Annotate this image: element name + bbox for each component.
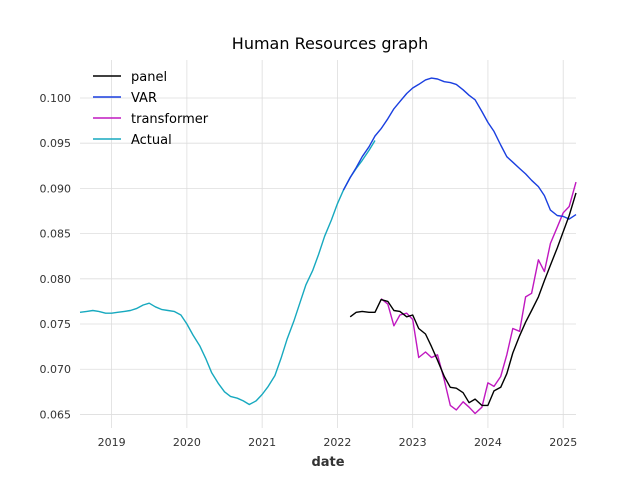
x-tick-label: 2025 [549,436,577,449]
x-tick-label: 2019 [98,436,126,449]
x-ticks: 2019 2020 2021 2022 2023 2024 2025 [98,436,578,449]
chart-title: Human Resources graph [232,34,428,53]
x-tick-label: 2024 [474,436,502,449]
series-lines [79,77,577,415]
y-tick-label: 0.070 [40,363,72,376]
x-tick-label: 2022 [323,436,351,449]
legend-label: VAR [131,91,157,106]
y-tick-label: 0.075 [40,318,72,331]
series-line-transformer [380,181,577,415]
y-tick-label: 0.095 [40,137,72,150]
series-line-var [342,77,577,220]
x-axis-label: date [311,455,344,470]
x-tick-label: 2021 [248,436,276,449]
y-tick-label: 0.085 [40,228,72,241]
y-tick-label: 0.065 [40,408,72,421]
legend-label: transformer [131,112,209,127]
y-tick-label: 0.090 [40,182,72,195]
legend-label: panel [131,70,167,85]
x-tick-label: 2023 [399,436,427,449]
legend: panel VAR transformer Actual [93,70,209,148]
y-tick-label: 0.080 [40,273,72,286]
series-line-panel [349,192,577,407]
series-line-actual [79,140,376,406]
x-tick-label: 2020 [173,436,201,449]
legend-label: Actual [131,133,172,148]
y-tick-label: 0.100 [40,92,72,105]
y-ticks: 0.065 0.070 0.075 0.080 0.085 0.090 0.095 0.100 [40,92,72,421]
